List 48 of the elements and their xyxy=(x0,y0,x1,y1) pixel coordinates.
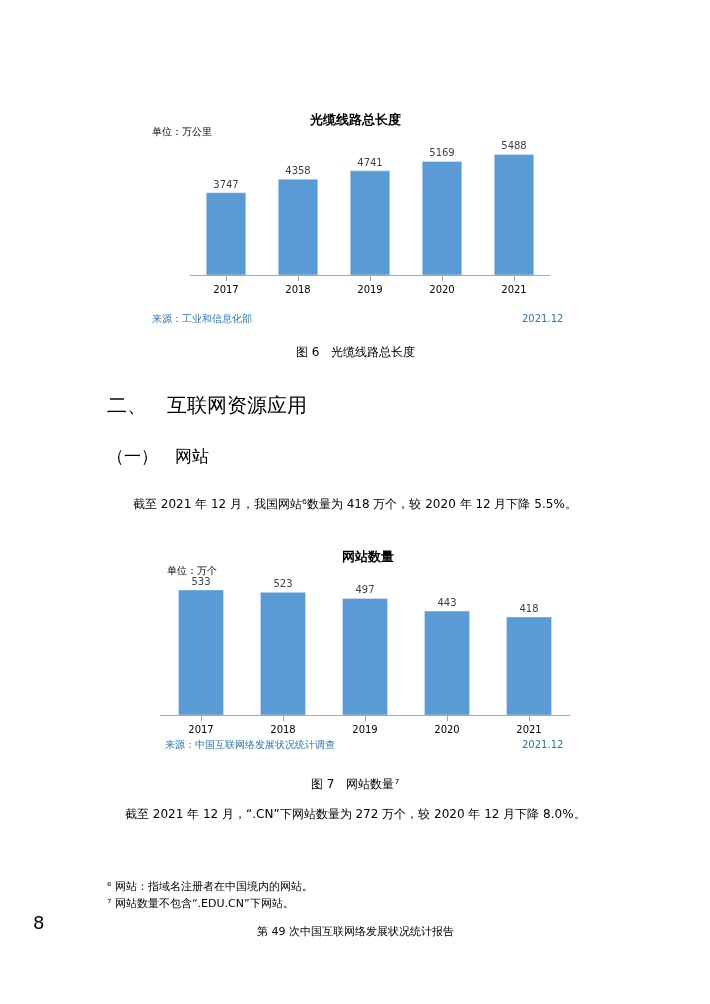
bar xyxy=(178,589,224,715)
text: ⁷ 网站数量不包含“.EDU.CN”下网站。 xyxy=(107,897,294,910)
x-tick-label: 2018 xyxy=(285,284,311,295)
source-note: 来源：中国互联网络发展状况统计调查 xyxy=(165,739,335,750)
caption: 图 7 网站数量⁷ xyxy=(311,777,400,791)
x-tick-label: 2020 xyxy=(429,284,455,295)
text: 单位：万个 xyxy=(167,565,217,576)
x-tick-label: 2018 xyxy=(270,724,296,735)
data-label: 4358 xyxy=(285,165,311,177)
data-label: 5488 xyxy=(501,140,527,152)
bar xyxy=(342,598,388,715)
text: 截至 2021 年 12 月，我国网站⁶数量为 418 万个，较 2020 年 12 月下降 5.5%。 xyxy=(133,497,577,511)
x-tick-label: 2021 xyxy=(516,724,542,735)
chart-title: 网站数量 xyxy=(342,549,394,564)
data-label: 5169 xyxy=(429,147,455,159)
data-label: 497 xyxy=(355,584,375,596)
x-tick-label: 2017 xyxy=(188,724,214,735)
text: 2021.12 xyxy=(522,313,564,324)
text: 二、 互联网资源应用 xyxy=(107,393,307,417)
text: 单位：万公里 xyxy=(152,126,212,137)
data-label: 533 xyxy=(191,576,211,587)
data-label: 523 xyxy=(273,578,293,590)
data-label: 418 xyxy=(519,602,539,614)
x-tick-label: 2019 xyxy=(352,724,378,735)
bar xyxy=(506,616,552,715)
caption: 图 6 光缆线路总长度 xyxy=(296,345,416,359)
x-tick-label: 2019 xyxy=(357,284,383,295)
x-tick-label: 2020 xyxy=(434,724,460,735)
bar xyxy=(493,154,535,275)
x-tick-label: 2017 xyxy=(213,284,239,295)
text: 2021.12 xyxy=(522,739,564,750)
x-tick-label: 2021 xyxy=(501,284,527,295)
chart-title: 光缆线路总长度 xyxy=(309,112,401,127)
text: 8 xyxy=(33,912,45,933)
data-label: 3747 xyxy=(213,178,239,190)
text: （一） 网站 xyxy=(107,446,209,466)
bar xyxy=(260,592,306,715)
source-note: 来源：工业和信息化部 xyxy=(152,313,252,324)
bar xyxy=(277,179,319,275)
bar xyxy=(421,161,463,275)
bar xyxy=(424,610,470,715)
bar xyxy=(205,192,247,275)
bar xyxy=(349,170,391,275)
text: ⁶ 网站：指域名注册者在中国境内的网站。 xyxy=(107,880,313,893)
text: 第 49 次中国互联网络发展状况统计报告 xyxy=(257,925,454,938)
data-label: 4741 xyxy=(357,156,383,168)
text: 截至 2021 年 12 月，“.CN”下网站数量为 272 万个，较 2020 年 12 月下降 8.0%。 xyxy=(125,807,586,821)
data-label: 443 xyxy=(437,597,457,609)
